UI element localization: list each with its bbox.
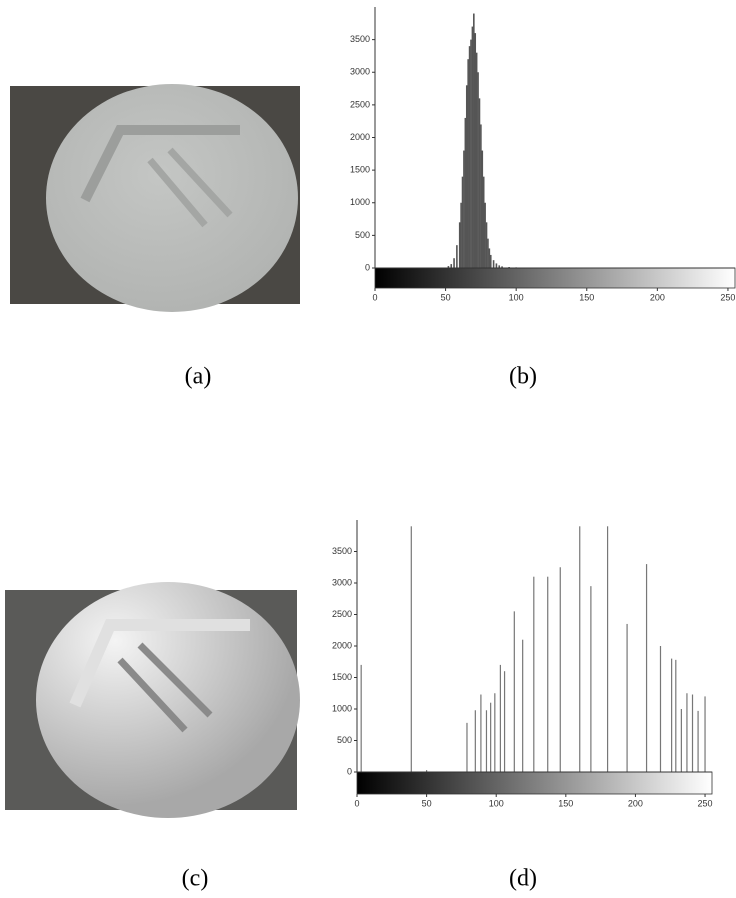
bar [488,248,491,268]
bar [477,72,479,268]
y-tick-label: 1000 [332,703,352,713]
bar [484,202,486,268]
colorbar [374,267,736,289]
bar [465,85,468,268]
bar [482,176,485,268]
bar [410,526,412,772]
x-tick-label: 150 [579,292,594,302]
y-tick-label: 1500 [350,165,370,175]
bar [490,702,492,772]
bar [474,710,476,772]
bar [559,567,561,772]
bar [456,245,458,268]
x-tick-label: 0 [372,292,377,302]
y-tick-label: 3000 [332,577,352,587]
bar [478,98,481,268]
y-tick-label: 2000 [332,640,352,650]
y-tick-label: 2000 [350,132,370,142]
bar [453,258,455,268]
bar [460,202,462,268]
x-tick-label: 0 [354,798,359,808]
bar [590,586,592,772]
bar [501,266,503,268]
bar [675,659,677,772]
caption: (a) [185,364,212,390]
bar [470,39,472,268]
bar [461,176,464,268]
bar [471,26,474,269]
x-tick-label: 50 [441,292,451,302]
bar [606,526,609,772]
bar [495,263,498,268]
bar [464,117,467,268]
bar [547,576,549,772]
x-tick-label: 250 [720,292,735,302]
bar [492,260,495,268]
bar [447,266,450,268]
y-tick-label: 500 [355,230,370,240]
bar [579,526,581,772]
bar [498,265,501,268]
bar [474,33,477,268]
bar [691,694,694,772]
bar [522,639,524,772]
bar [489,254,492,268]
caption: (c) [182,866,209,892]
y-tick-label: 1000 [350,197,370,207]
y-tick-label: 0 [347,766,352,776]
bar [475,52,478,268]
bar [480,124,482,268]
bar [503,671,506,772]
y-tick-label: 1500 [332,672,352,682]
bar [485,222,488,268]
x-tick-label: 250 [698,798,713,808]
y-tick-label: 0 [365,262,370,272]
y-tick-label: 3000 [350,67,370,77]
image-c [5,582,300,818]
bar [466,722,468,772]
bar [499,664,501,772]
x-tick-label: 200 [628,798,643,808]
bar [680,709,682,772]
bar [473,13,475,269]
bar [450,264,453,268]
bar [659,646,662,772]
x-tick-label: 100 [509,292,524,302]
image-a [10,84,300,312]
bar [671,658,673,772]
bar [513,611,515,772]
caption: (d) [509,866,537,892]
bar [481,150,484,268]
caption: (b) [509,364,537,390]
bar [480,694,482,772]
bar [686,693,688,772]
bar [494,693,496,772]
y-tick-label: 500 [337,735,352,745]
bar [697,710,699,772]
colorbar [356,771,713,795]
bar [626,623,628,772]
bar [463,150,465,268]
bar [458,222,461,268]
bar [360,664,362,772]
x-tick-label: 150 [558,798,573,808]
y-tick-label: 3500 [350,34,370,44]
x-tick-label: 200 [650,292,665,302]
bar [468,46,471,269]
bar [533,576,535,772]
bar [426,770,428,772]
x-tick-label: 100 [489,798,504,808]
y-tick-label: 3500 [332,546,352,556]
bar [704,696,706,772]
y-tick-label: 2500 [332,609,352,619]
bar [485,710,488,772]
bar [645,564,648,772]
y-tick-label: 2500 [350,99,370,109]
bar [467,59,469,269]
x-tick-label: 50 [422,798,432,808]
bar [487,238,489,268]
